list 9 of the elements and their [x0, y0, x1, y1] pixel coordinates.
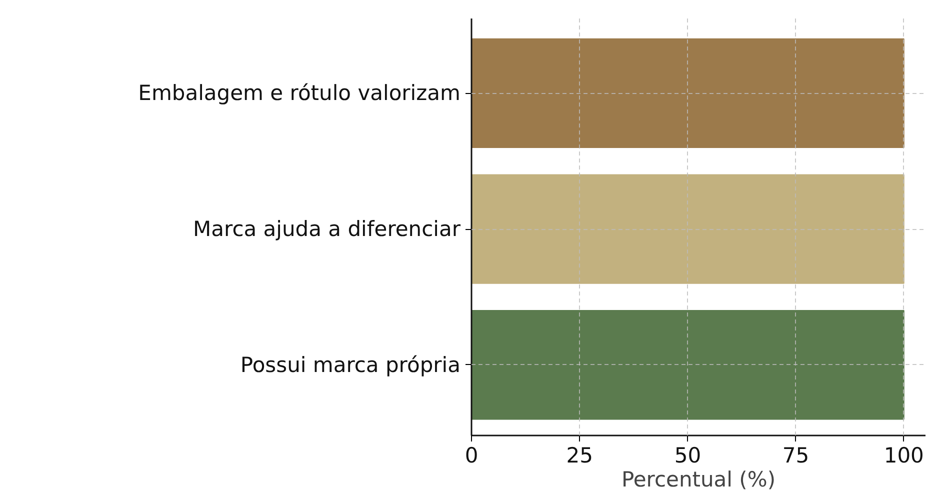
x-tick-label: 100 [884, 444, 924, 468]
x-tick-label: 25 [566, 444, 593, 468]
y-tick-label: Possui marca própria [240, 352, 461, 377]
y-tick-label: Embalagem e rótulo valorizam [138, 81, 461, 106]
x-tick-label: 0 [464, 444, 478, 468]
x-tick-label: 50 [674, 444, 702, 468]
y-tick-label: Marca ajuda a diferenciar [193, 217, 461, 242]
x-tick-label: 75 [782, 444, 810, 468]
x-axis-title: Percentual (%) [621, 468, 776, 492]
